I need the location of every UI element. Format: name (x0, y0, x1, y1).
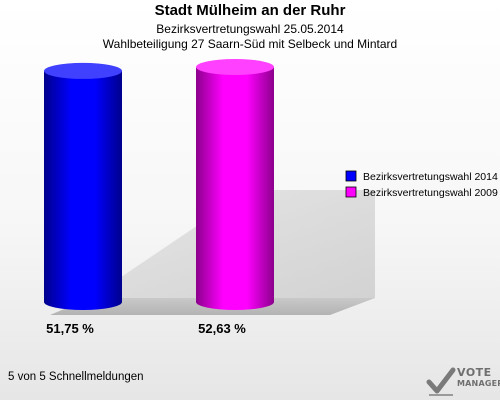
legend-swatch-1 (345, 170, 357, 182)
bars-layer (44, 59, 274, 310)
vote-manager-logo: VOTE MANAGER (426, 366, 500, 400)
data-labels-layer: 51,75 % 52,63 % (46, 321, 246, 336)
check-mark-icon (426, 367, 456, 396)
bar-1-body (44, 70, 122, 310)
logo-vote-text: VOTE (457, 366, 492, 379)
footer-status: 5 von 5 Schnellmeldungen (8, 371, 144, 383)
logo-manager-text: MANAGER (457, 379, 500, 388)
chart-title: Stadt Mülheim an der Ruhr (154, 2, 346, 19)
legend-swatch-2 (345, 186, 357, 198)
data-label-1: 51,75 % (46, 321, 94, 336)
bar-1-top (44, 62, 122, 79)
chart-subtitle-election: Bezirksvertretungswahl 25.05.2014 (156, 22, 344, 36)
legend: Bezirksvertretungswahl 2014 Bezirksvertre… (345, 170, 498, 199)
legend-label-1: Bezirksvertretungswahl 2014 (363, 171, 498, 183)
data-label-2: 52,63 % (198, 321, 246, 336)
bar-2-body (196, 67, 274, 310)
bar-2-top (196, 59, 274, 75)
legend-label-2: Bezirksvertretungswahl 2009 (363, 187, 498, 199)
chart-subtitle-district: Wahlbeteiligung 27 Saarn-Süd mit Selbeck… (102, 37, 398, 51)
